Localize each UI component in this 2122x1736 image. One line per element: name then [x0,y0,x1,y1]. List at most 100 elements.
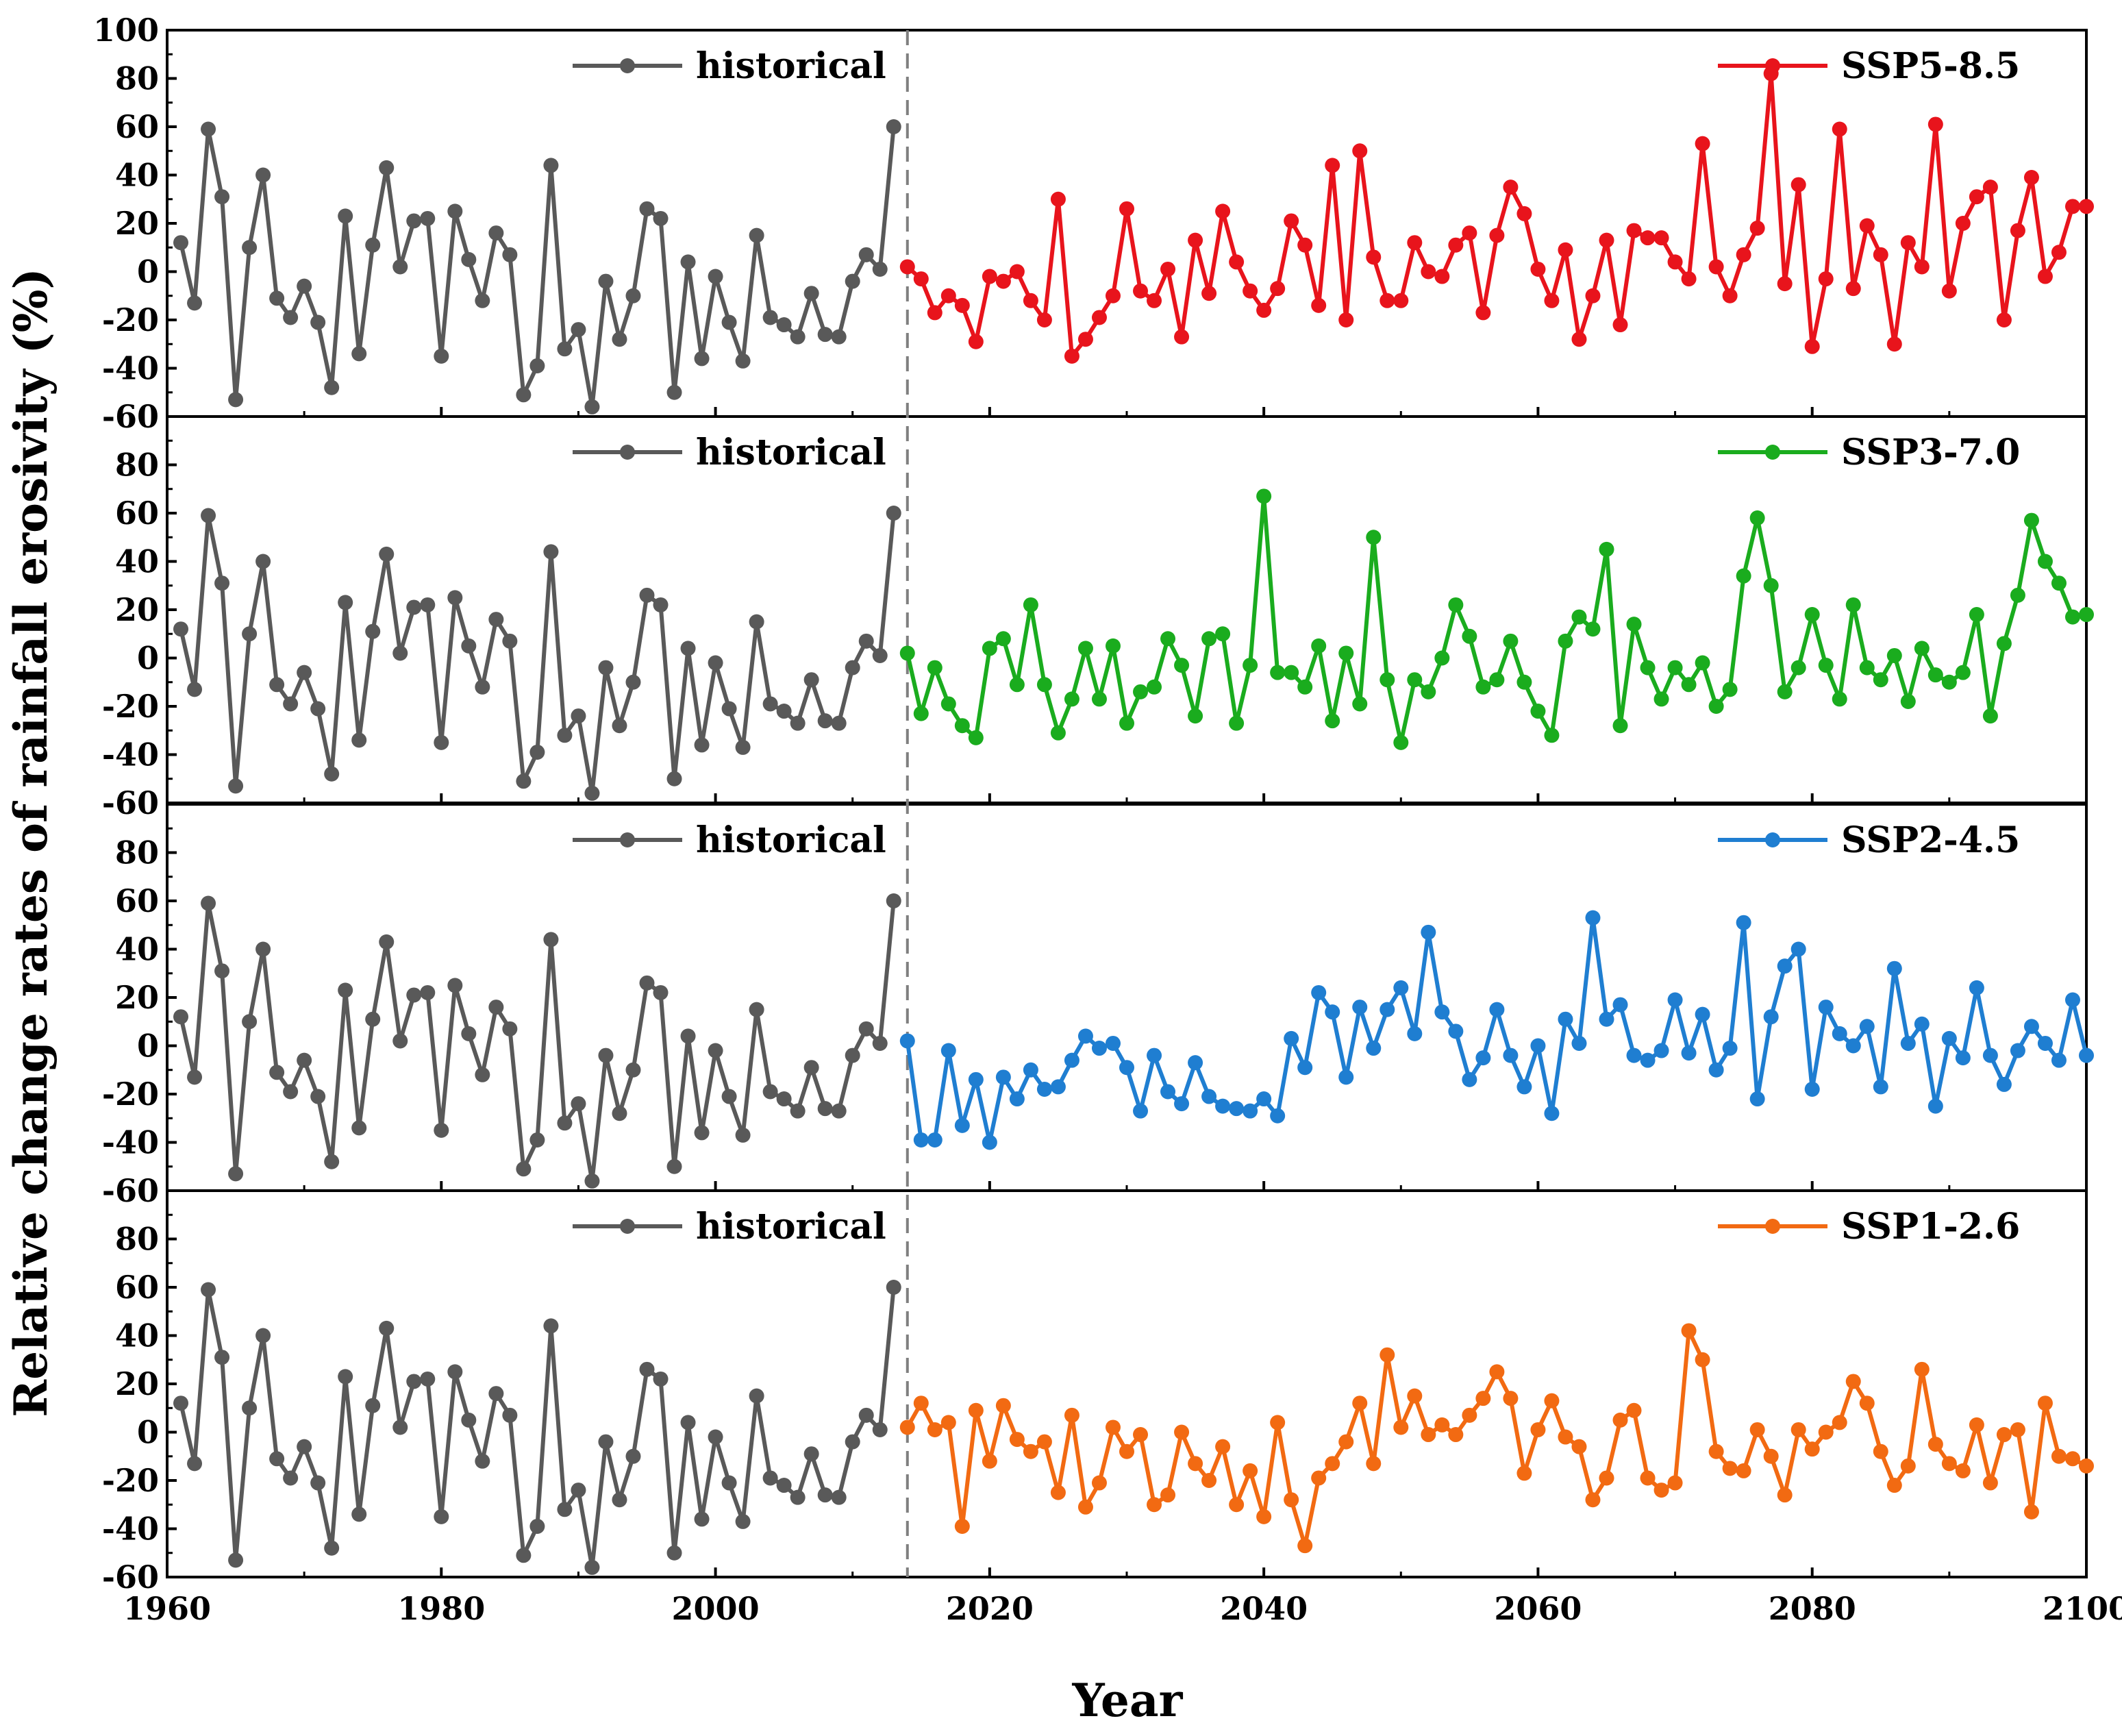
scenario-point [1955,1050,1971,1066]
historical-point [762,1084,778,1100]
scenario-point [1790,660,1806,675]
scenario-point [1544,293,1560,308]
historical-point [845,1434,860,1450]
scenario-point [1105,1419,1121,1435]
scenario-point [1571,332,1587,347]
historical-point [201,1282,216,1298]
historical-point [365,1011,381,1027]
series-layer [173,66,2094,1575]
y-tick-label: 40 [115,1317,159,1354]
scenario-point [1845,597,1861,612]
scenario-point [1722,682,1738,697]
historical-point [310,1089,326,1104]
scenario-point [1818,1424,1834,1440]
historical-point [790,1489,806,1505]
scenario-point [913,706,929,721]
y-tick-label: 80 [115,834,159,871]
scenario-point [1571,1035,1587,1051]
historical-point [338,982,353,998]
y-tick-label: 20 [115,591,159,628]
historical-point [228,778,244,794]
historical-point [392,259,408,275]
y-tick-label: -40 [102,736,159,773]
scenario-point [913,1132,929,1148]
historical-point [735,739,751,755]
scenario-point [1489,1002,1505,1017]
scenario-point [1558,1011,1573,1027]
historical-point [858,1407,874,1423]
scenario-point [1763,1448,1779,1464]
legend-label-scenario: SSP5-8.5 [1841,45,2020,87]
scenario-point [1612,997,1628,1013]
historical-point [297,278,312,294]
scenario-point [1544,1106,1560,1121]
scenario-point [1599,232,1614,248]
scenario-point [1256,1091,1272,1107]
scenario-point [1325,713,1340,729]
scenario-point [1626,1047,1642,1063]
historical-point [283,310,299,325]
scenario-point [1969,607,1984,623]
scenario-point [1434,1004,1450,1020]
historical-point [762,696,778,712]
scenario-point [1790,941,1806,957]
scenario-point [954,718,970,734]
scenario-point [1077,641,1093,656]
y-tick-label: 60 [115,108,159,145]
scenario-point [1489,672,1505,688]
historical-point [666,1545,682,1561]
scenario-point [1599,541,1614,557]
historical-point [173,1396,189,1411]
scenario-point [1352,1396,1368,1411]
scenario-point [899,1419,915,1435]
scenario-point [2010,223,2025,238]
y-tick-label: -40 [102,350,159,387]
historical-point [886,506,901,521]
legend-label-scenario: SSP3-7.0 [1841,432,2020,473]
historical-point [598,1047,614,1063]
scenario-point [1927,1437,1943,1452]
historical-point [625,288,641,303]
scenario-point [1421,264,1436,280]
scenario-point [1708,1062,1724,1078]
x-axis-title: Year [1072,1674,1184,1727]
scenario-point [1064,691,1079,707]
historical-point [529,1518,545,1534]
y-axis-title: Relative change rates of rainfall erosiv… [4,268,58,1417]
historical-point [488,1386,504,1402]
scenario-point [1133,684,1149,699]
scenario-point [1009,1091,1025,1107]
scenario-point [1297,679,1313,695]
historical-point [214,189,230,205]
historical-point [612,332,627,347]
scenario-point [1023,597,1038,612]
historical-point [447,203,463,219]
historical-point [735,1513,751,1529]
legend-marker-scenario [1765,445,1780,460]
scenario-point [2051,245,2067,260]
historical-point [858,1021,874,1037]
scenario-point [1777,684,1793,699]
scenario-point [1749,221,1765,236]
scenario-point [1077,1499,1093,1515]
historical-point [886,119,901,134]
scenario-point [1077,332,1093,347]
historical-point [845,273,860,289]
historical-point [584,1559,600,1575]
scenario-point [1023,1062,1038,1078]
scenario-point [1558,1429,1573,1445]
scenario-point [1119,1060,1134,1076]
scenario-point [1174,329,1190,345]
historical-point [708,269,723,284]
historical-point [694,1511,710,1527]
scenario-point [940,696,956,712]
historical-point [214,1350,230,1365]
scenario-point [1708,1443,1724,1459]
scenario-point [1475,679,1491,695]
scenario-point [968,1071,984,1087]
scenario-point [1571,1439,1587,1454]
scenario-point [1763,1009,1779,1025]
scenario-point [1585,621,1601,637]
historical-point [653,210,669,226]
scenario-point [1900,235,1916,251]
